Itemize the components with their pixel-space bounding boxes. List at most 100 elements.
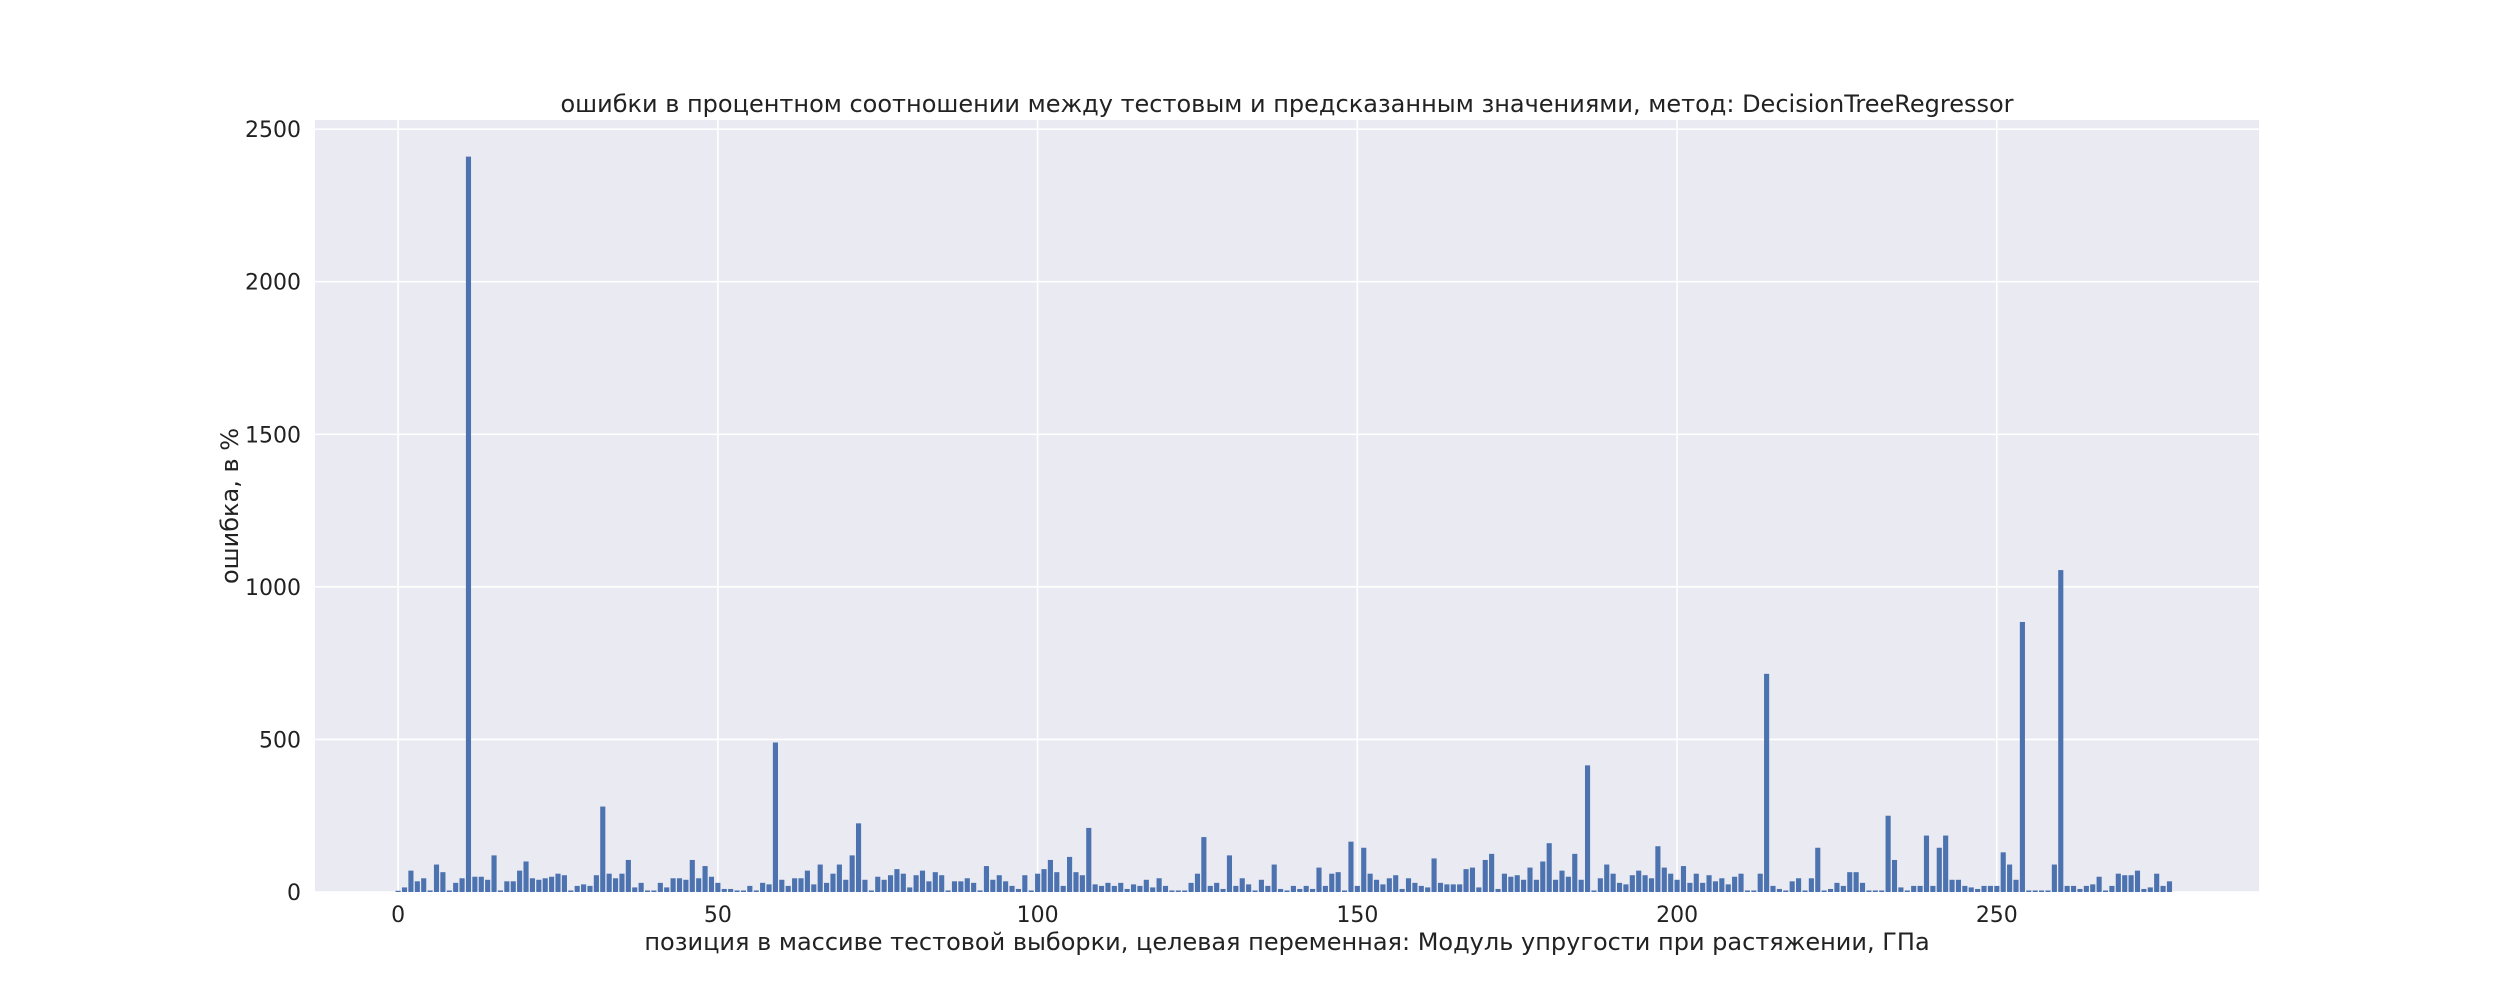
- bar-127: [1207, 885, 1213, 892]
- bar-160: [1418, 885, 1424, 892]
- bar-125: [1194, 873, 1201, 892]
- bar-195: [1642, 875, 1648, 892]
- bar-166: [1457, 884, 1463, 892]
- bar-222: [1815, 847, 1821, 892]
- bar-80: [907, 887, 913, 892]
- bar-223: [1821, 890, 1827, 892]
- bar-150: [1354, 885, 1360, 892]
- bar-114: [1124, 888, 1130, 892]
- bar-44: [676, 878, 683, 892]
- bar-22: [536, 879, 542, 892]
- bar-81: [913, 875, 919, 892]
- bar-64: [804, 870, 810, 892]
- x-tick-label: 50: [704, 903, 732, 928]
- bar-131: [1233, 885, 1239, 892]
- bar-113: [1118, 882, 1124, 892]
- bar-20: [523, 861, 529, 892]
- bar-14: [485, 879, 491, 892]
- bar-188: [1597, 878, 1603, 892]
- bar-237: [1911, 885, 1917, 892]
- bar-260: [2058, 570, 2064, 892]
- bar-165: [1450, 884, 1456, 892]
- bar-143: [1310, 888, 1316, 892]
- bar-99: [1028, 890, 1034, 892]
- bar-135: [1258, 879, 1264, 892]
- bar-54: [740, 890, 747, 892]
- bar-205: [1706, 875, 1712, 892]
- bar-155: [1386, 878, 1392, 892]
- bar-36: [625, 859, 631, 892]
- bar-5: [427, 890, 433, 892]
- bar-48: [702, 866, 708, 892]
- bar-1: [401, 887, 408, 892]
- bar-8: [446, 890, 452, 892]
- bar-10: [459, 878, 465, 892]
- bar-120: [1162, 885, 1169, 892]
- bar-74: [868, 890, 874, 892]
- bar-268: [2109, 885, 2115, 892]
- bar-11: [465, 156, 472, 892]
- bar-141: [1297, 888, 1303, 892]
- bar-50: [715, 882, 721, 892]
- bar-168: [1469, 867, 1476, 892]
- y-tick-label: 1000: [245, 576, 301, 601]
- bar-68: [830, 873, 836, 892]
- bar-90: [971, 882, 977, 892]
- bar-82: [919, 870, 926, 892]
- bar-215: [1770, 885, 1776, 892]
- bar-134: [1252, 890, 1258, 892]
- bar-27: [568, 890, 574, 892]
- bar-253: [2013, 879, 2019, 892]
- bar-96: [1009, 885, 1015, 892]
- bar-189: [1604, 864, 1610, 892]
- bar-204: [1700, 882, 1706, 892]
- bar-72: [855, 823, 862, 892]
- bar-88: [958, 881, 964, 892]
- bar-28: [574, 885, 580, 892]
- bar-255: [2026, 890, 2032, 892]
- bar-115: [1130, 884, 1137, 892]
- bar-259: [2051, 864, 2057, 892]
- bar-55: [747, 885, 753, 892]
- bar-250: [1994, 885, 2000, 892]
- bar-106: [1073, 872, 1079, 892]
- bar-212: [1751, 890, 1757, 892]
- bar-158: [1405, 878, 1412, 892]
- bar-17: [504, 881, 510, 892]
- bar-238: [1917, 885, 1923, 892]
- bar-121: [1169, 890, 1175, 892]
- bar-167: [1463, 869, 1469, 892]
- bar-224: [1827, 888, 1834, 892]
- bar-126: [1201, 837, 1207, 892]
- bar-264: [2083, 885, 2089, 892]
- bar-101: [1041, 869, 1047, 892]
- bar-197: [1655, 846, 1661, 892]
- bar-61: [785, 885, 791, 892]
- bar-202: [1687, 882, 1693, 892]
- bar-266: [2096, 876, 2102, 892]
- bar-261: [2064, 885, 2070, 892]
- bar-219: [1796, 878, 1802, 892]
- bar-112: [1111, 885, 1117, 892]
- bar-16: [497, 890, 504, 892]
- bar-43: [670, 878, 676, 892]
- bar-159: [1412, 882, 1418, 892]
- bar-137: [1271, 864, 1277, 892]
- bar-138: [1278, 888, 1284, 892]
- bar-149: [1348, 841, 1354, 892]
- bar-228: [1853, 872, 1859, 892]
- bar-116: [1137, 885, 1143, 892]
- bar-157: [1399, 888, 1405, 892]
- bar-25: [555, 873, 561, 892]
- bar-263: [2077, 888, 2083, 892]
- bar-220: [1802, 890, 1808, 892]
- bar-148: [1341, 890, 1348, 892]
- bar-123: [1182, 890, 1188, 892]
- bar-19: [517, 870, 523, 892]
- bar-65: [811, 884, 817, 892]
- bar-275: [2154, 873, 2160, 892]
- bar-108: [1086, 827, 1092, 892]
- bar-92: [983, 866, 990, 892]
- bar-271: [2128, 875, 2134, 892]
- bar-142: [1303, 885, 1309, 892]
